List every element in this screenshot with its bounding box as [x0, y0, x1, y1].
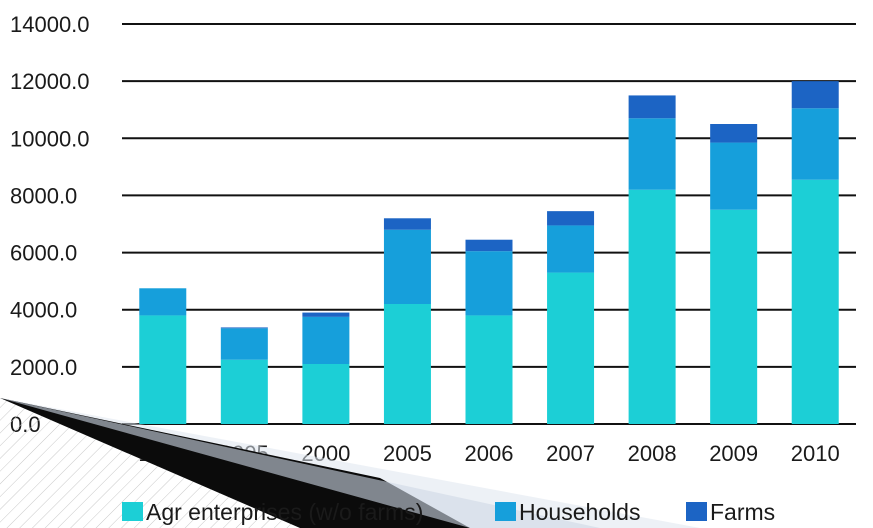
y-tick-label: 4000.0 — [10, 298, 77, 323]
y-axis-tick-labels: 0.02000.04000.06000.08000.010000.012000.… — [10, 12, 90, 437]
bar-segment — [465, 251, 513, 316]
y-tick-label: 10000.0 — [10, 126, 90, 151]
legend-label: Households — [519, 499, 640, 525]
bar-segment — [302, 364, 350, 424]
bar-segment — [710, 209, 758, 424]
bar-segment — [547, 272, 595, 424]
bar-segment — [383, 304, 431, 424]
bar-segment — [302, 312, 350, 317]
bar-segment — [710, 124, 758, 143]
y-tick-label: 8000.0 — [10, 183, 77, 208]
bar-segment — [139, 315, 187, 424]
bar-segment — [547, 211, 595, 226]
y-tick-label: 6000.0 — [10, 241, 77, 266]
bar-segment — [547, 225, 595, 273]
bar-segment — [383, 218, 431, 230]
x-tick-label: 2008 — [628, 441, 677, 466]
y-tick-label: 14000.0 — [10, 12, 90, 37]
bar-segment — [465, 315, 513, 424]
bar-segment — [628, 189, 676, 424]
slide-corner-decoration — [0, 398, 700, 528]
bar-segment — [710, 142, 758, 210]
x-tick-label: 2007 — [546, 441, 595, 466]
x-tick-label: 2009 — [709, 441, 758, 466]
legend-swatch — [495, 502, 516, 521]
x-tick-label: 2006 — [465, 441, 514, 466]
x-tick-label: 2005 — [383, 441, 432, 466]
bar-segment — [220, 359, 268, 424]
legend-label: Farms — [710, 499, 775, 525]
bar-segment — [220, 328, 268, 360]
y-tick-label: 12000.0 — [10, 69, 90, 94]
bar-segment — [383, 229, 431, 304]
legend: Agr enterprises (w/o farms) Households Far… — [122, 499, 775, 525]
bar-segment — [791, 81, 839, 109]
bar-segment — [628, 118, 676, 190]
x-tick-label: 2010 — [791, 441, 840, 466]
legend-swatch — [686, 502, 707, 521]
legend-label: Agr enterprises (w/o farms) — [146, 499, 423, 525]
bar-segment — [139, 288, 187, 316]
bar-segment — [628, 95, 676, 119]
bar-segment — [302, 316, 350, 364]
bar-segment — [465, 239, 513, 252]
legend-swatch — [122, 502, 143, 521]
bars — [139, 81, 839, 424]
bar-segment — [791, 179, 839, 424]
y-tick-label: 2000.0 — [10, 355, 77, 380]
bar-segment — [220, 327, 268, 329]
bar-segment — [791, 108, 839, 180]
